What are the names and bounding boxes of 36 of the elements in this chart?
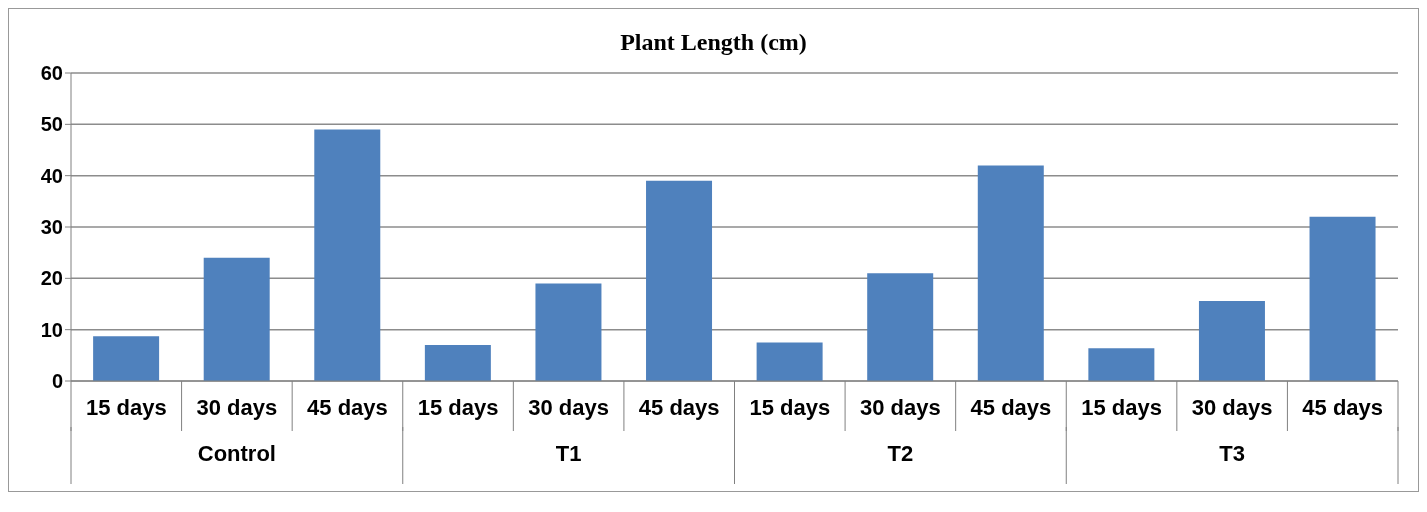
y-tick-label: 30 xyxy=(40,216,63,239)
x-tick-label: 30 days xyxy=(1191,395,1273,420)
y-tick-label: 0 xyxy=(51,370,63,393)
bar xyxy=(203,257,270,381)
bar xyxy=(867,273,934,381)
x-tick-label: 30 days xyxy=(528,395,609,420)
text: T1 xyxy=(555,441,582,466)
y-tick-label: 10 xyxy=(40,318,63,341)
x-tick-label: 30 days xyxy=(860,395,941,420)
bar xyxy=(93,336,160,381)
bar xyxy=(1309,216,1376,381)
x-tick-label: 30 days xyxy=(196,395,278,420)
bar xyxy=(535,283,602,381)
bar xyxy=(756,342,823,381)
x-tick-label: 15 days xyxy=(1081,395,1162,420)
x-tick-label: 15 days xyxy=(85,395,167,420)
bar xyxy=(1198,300,1265,381)
text: T2 xyxy=(887,441,914,466)
bar xyxy=(424,345,491,381)
chart-title: Plant Length (cm) xyxy=(619,28,808,57)
x-tick-label: 45 days xyxy=(307,395,388,420)
bar xyxy=(977,165,1044,381)
y-tick-label: 20 xyxy=(40,267,63,290)
text: Control xyxy=(197,441,276,466)
text: T3 xyxy=(1219,441,1245,466)
x-tick-label: 45 days xyxy=(970,395,1052,420)
x-tick-label: 15 days xyxy=(417,395,499,420)
y-tick-label: 60 xyxy=(40,62,63,85)
x-tick-label: 45 days xyxy=(638,395,720,420)
bar xyxy=(1088,348,1155,381)
y-tick-label: 40 xyxy=(40,164,63,187)
x-tick-label: 45 days xyxy=(1302,395,1384,420)
x-tick-label: 15 days xyxy=(749,395,831,420)
bar xyxy=(314,129,381,381)
bar xyxy=(646,180,713,381)
y-tick-label: 50 xyxy=(40,113,63,136)
